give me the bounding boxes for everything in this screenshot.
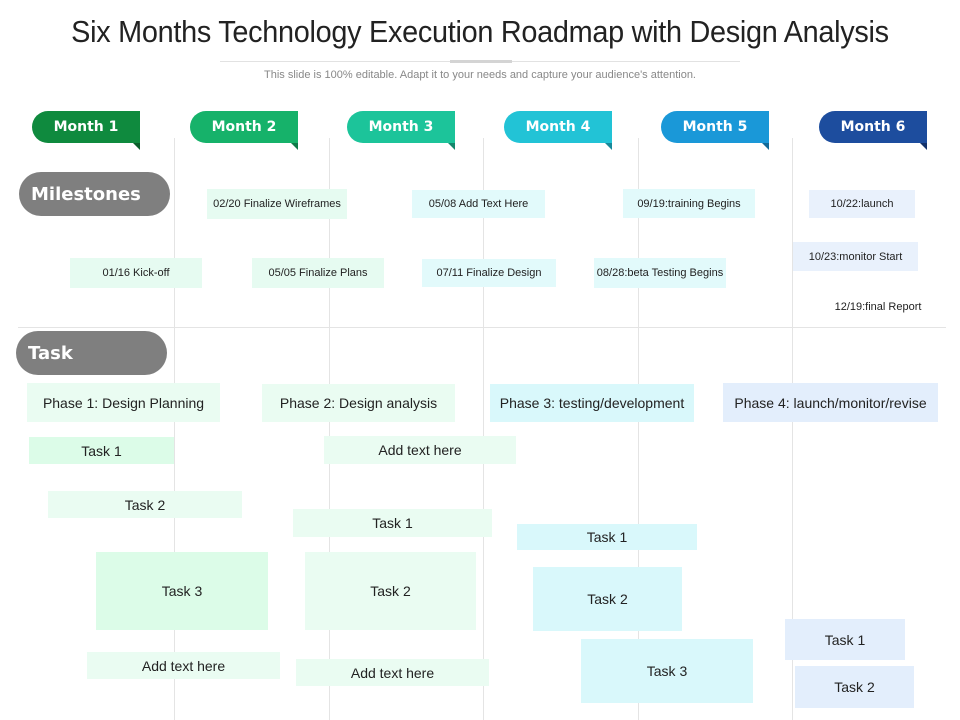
month-divider <box>638 138 639 720</box>
month-label: Month 4 <box>525 119 591 135</box>
ribbon-fold <box>762 143 769 150</box>
month-divider <box>329 138 330 720</box>
milestone-item: 02/20 Finalize Wireframes <box>207 189 347 219</box>
milestone-item: 09/19:training Begins <box>623 189 755 218</box>
page-subtitle: This slide is 100% editable. Adapt it to… <box>264 69 696 81</box>
month-header-1: Month 1 <box>32 111 140 150</box>
task-bar: Task 2 <box>305 552 476 630</box>
month-label: Month 5 <box>682 119 748 135</box>
ribbon-fold <box>448 143 455 150</box>
milestone-item: 10/23:monitor Start <box>793 242 918 271</box>
milestone-item: 08/28:beta Testing Begins <box>594 258 726 288</box>
task-bar: Task 1 <box>785 619 905 660</box>
task-bar: Task 2 <box>533 567 682 631</box>
month-header-6: Month 6 <box>819 111 927 150</box>
month-header-5: Month 5 <box>661 111 769 150</box>
ribbon-fold <box>920 143 927 150</box>
task-bar: Add text here <box>324 436 516 464</box>
month-header-2: Month 2 <box>190 111 298 150</box>
task-bar: Add text here <box>296 659 489 686</box>
month-divider <box>174 138 175 720</box>
month-label: Month 3 <box>368 119 434 135</box>
phase-4-label: Phase 4: launch/monitor/revise <box>723 383 938 422</box>
task-bar: Task 1 <box>517 524 697 550</box>
task-bar: Task 3 <box>581 639 753 703</box>
month-label: Month 1 <box>53 119 119 135</box>
task-bar: Task 1 <box>293 509 492 537</box>
ribbon-fold <box>291 143 298 150</box>
milestone-item: 07/11 Finalize Design <box>422 259 556 287</box>
task-section-label: Task <box>16 331 167 375</box>
milestone-item: 01/16 Kick-off <box>70 258 202 288</box>
milestone-item: 05/05 Finalize Plans <box>252 258 384 288</box>
milestones-section-label: Milestones <box>19 172 170 216</box>
phase-1-label: Phase 1: Design Planning <box>27 383 220 422</box>
task-bar: Task 2 <box>795 666 914 708</box>
milestone-item: 10/22:launch <box>809 190 915 218</box>
month-divider <box>792 138 793 720</box>
task-bar: Add text here <box>87 652 280 679</box>
month-header-3: Month 3 <box>347 111 455 150</box>
month-label: Month 6 <box>840 119 906 135</box>
phase-2-label: Phase 2: Design analysis <box>262 384 455 422</box>
task-bar: Task 2 <box>48 491 242 518</box>
page-title: Six Months Technology Execution Roadmap … <box>71 14 889 49</box>
task-bar: Task 1 <box>29 437 174 464</box>
month-divider <box>483 138 484 720</box>
task-bar: Task 3 <box>96 552 268 630</box>
phase-3-label: Phase 3: testing/development <box>490 384 694 422</box>
ribbon-fold <box>605 143 612 150</box>
title-divider-accent <box>450 60 512 63</box>
milestone-item: 12/19:final Report <box>834 301 922 313</box>
month-header-4: Month 4 <box>504 111 612 150</box>
section-divider <box>18 327 946 328</box>
milestone-item: 05/08 Add Text Here <box>412 190 545 218</box>
ribbon-fold <box>133 143 140 150</box>
month-label: Month 2 <box>211 119 277 135</box>
